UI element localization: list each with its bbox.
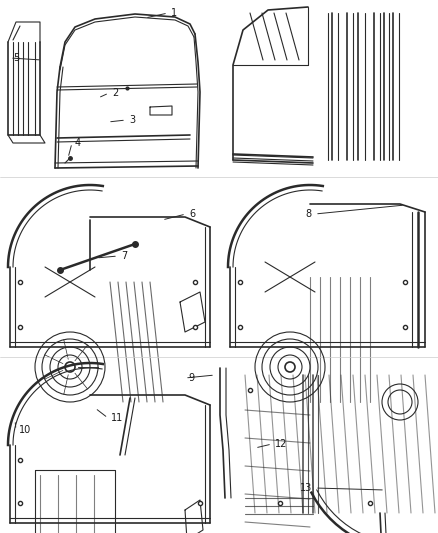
Text: 8: 8 [306,209,312,219]
Text: 1: 1 [171,8,177,18]
Text: 6: 6 [189,209,195,219]
Text: 10: 10 [19,425,31,435]
Text: 2: 2 [112,88,118,98]
Text: 7: 7 [121,251,127,261]
Text: 11: 11 [111,413,123,423]
Text: 13: 13 [300,483,312,493]
Text: 9: 9 [188,373,194,383]
Text: 5: 5 [13,53,19,63]
Text: 3: 3 [129,115,135,125]
Text: 12: 12 [275,439,287,449]
Text: 4: 4 [75,138,81,148]
